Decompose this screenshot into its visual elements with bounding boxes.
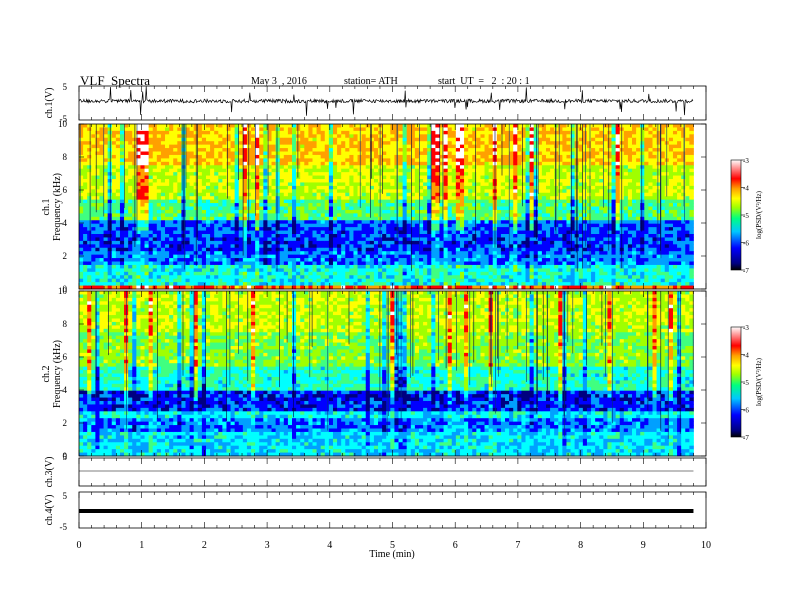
ch2-label: ch.2 [41,366,52,383]
colorbar-tick-label: -4 [743,352,749,360]
chart-title: VLF Spectra [80,73,151,88]
colorbar-tick-label: -6 [743,240,749,248]
x-tick-label: 7 [515,540,520,551]
ch1-ytick: 5 [63,82,68,92]
colorbar-tick-label: -3 [743,324,749,332]
ch2-freq-ylabel: Frequency (kHz) [52,340,63,408]
freq-tick-label: 10 [58,119,68,129]
x-tick-label: 0 [77,540,82,551]
date-label: May 3 , 2016 [251,76,307,87]
ch1-voltage-ylabel: ch.1(V) [44,88,55,119]
freq-tick-label: 8 [63,319,68,329]
x-tick-label: 2 [202,540,207,551]
x-tick-label: 6 [453,540,458,551]
ch2-freq-ticks: 0 2 4 6 8 10 [58,286,706,461]
freq-tick-label: 0 [63,451,68,461]
freq-tick-label: 6 [63,185,68,195]
freq-tick-label: 2 [63,418,68,428]
ch4-ytick: -5 [60,522,68,532]
start-time-label: start UT = 2 : 20 : 1 [438,76,530,87]
ch2-colorbar-label: log(PSD/(V²/Hz) [755,357,763,406]
ch1-ytick: -5 [60,114,68,124]
x-tick-label: 10 [701,540,711,551]
freq-tick-label: 10 [58,286,68,296]
freq-tick-label: 2 [63,251,68,261]
colorbar-tick-label: -3 [743,157,749,165]
ch3-ytick: 5 [63,452,68,462]
colorbar-tick-label: -5 [743,212,749,220]
colorbar-tick-label: -7 [743,434,749,442]
ch1-freq-ylabel: Frequency (kHz) [52,173,63,241]
ch1-voltage-trace [78,86,694,116]
ch4-voltage-ylabel: ch.4(V) [44,495,55,526]
ch2-colorbar [730,326,742,438]
station-label: station= ATH [344,76,398,87]
ch2-colorbar-ticks: -3 -4 -5 -6 -7 [741,324,749,442]
ch2-spectrogram [79,291,706,457]
colorbar-tick-label: -5 [743,379,749,387]
freq-tick-label: 6 [63,352,68,362]
x-axis-label: Time (min) [369,549,414,560]
x-axis-tick-labels: 0 1 2 3 4 5 6 7 8 9 10 [77,540,712,551]
freq-tick-label: 4 [63,218,68,228]
x-tick-label: 4 [327,540,332,551]
ch1-colorbar-label: log(PSD/(V²/Hz) [755,190,763,239]
ch1-voltage-line [78,86,694,116]
x-tick-label: 5 [390,540,395,551]
x-tick-label: 1 [139,540,144,551]
colorbar-tick-label: -6 [743,407,749,415]
x-tick-label: 9 [641,540,646,551]
colorbar-tick-label: -4 [743,185,749,193]
ch4-ytick: 5 [63,491,68,501]
ch1-colorbar-ticks: -3 -4 -5 -6 -7 [741,157,749,275]
ch3-voltage-ylabel: ch.3(V) [44,457,55,488]
freq-tick-label: 4 [63,385,68,395]
x-tick-label: 8 [578,540,583,551]
x-axis-ticks [78,86,707,528]
x-tick-label: 3 [265,540,270,551]
freq-tick-label: 0 [63,284,68,294]
freq-tick-label: 8 [63,152,68,162]
ch1-freq-ticks: 0 2 4 6 8 10 [58,119,706,294]
ch1-spectrogram [79,124,706,290]
ch1-label: ch.1 [41,199,52,216]
colorbar-tick-label: -7 [743,267,749,275]
ch1-colorbar [730,159,742,271]
